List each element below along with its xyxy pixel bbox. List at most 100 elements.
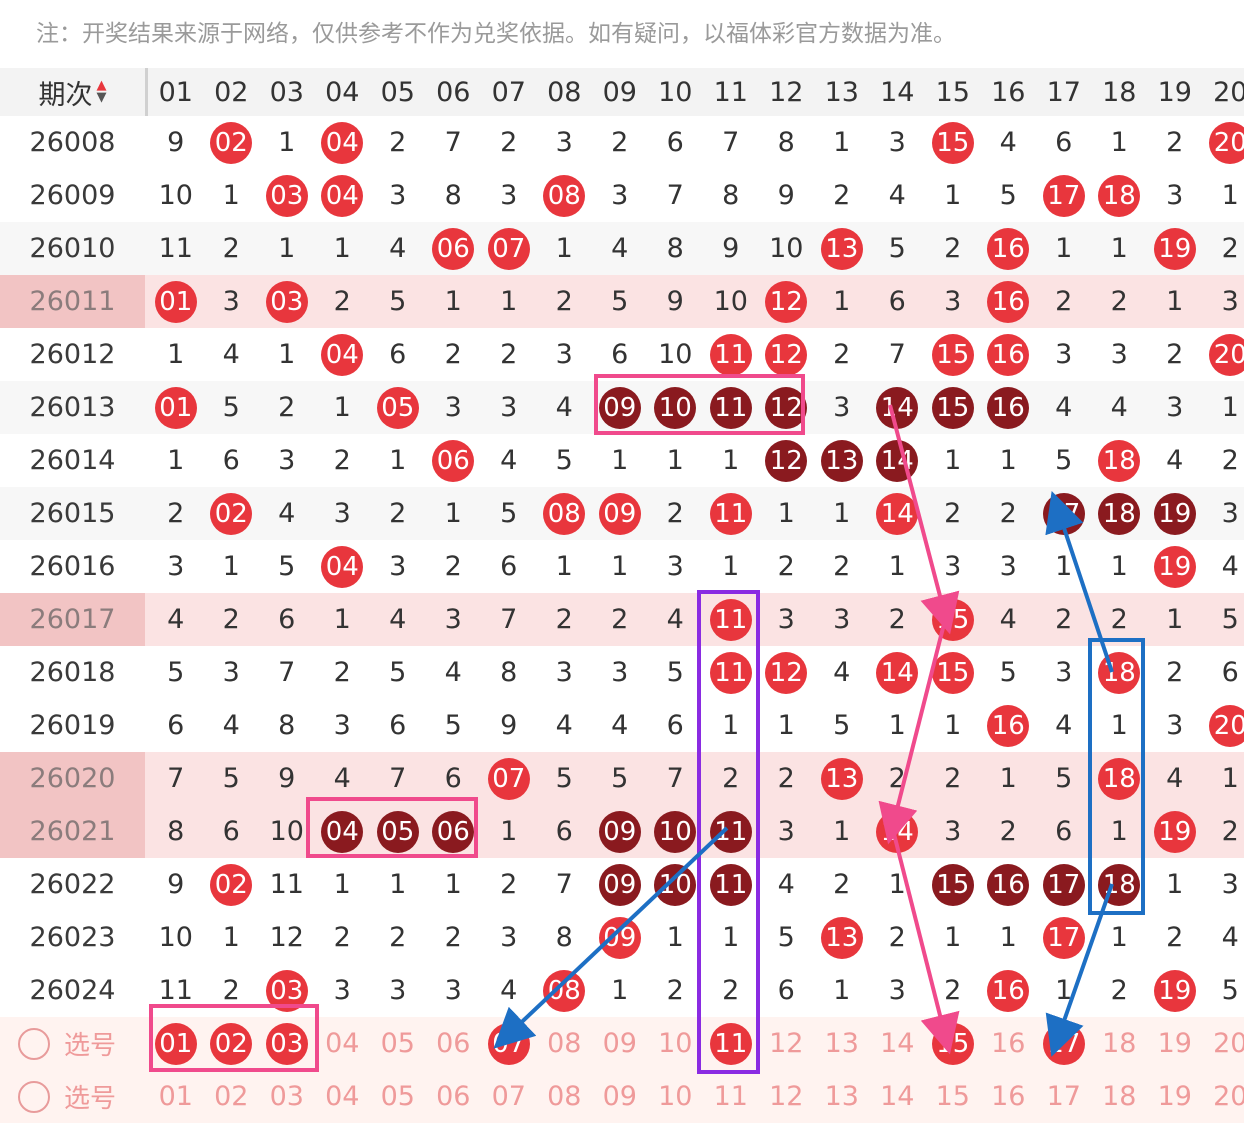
drawn-number-ball: 16 [987,864,1029,906]
number-cell[interactable]: 15 [925,1017,981,1070]
number-cell[interactable]: 18 [1092,1070,1148,1123]
number-cell: 7 [648,752,704,805]
number-cell: 2 [315,646,371,699]
period-number: 26008 [0,116,145,169]
period-sort-header[interactable]: 期次 ▲ ▼ [0,68,145,116]
select-row-label[interactable]: 选号 [0,1070,145,1123]
number-cell: 2 [481,858,537,911]
number-cell[interactable]: 20 [1203,1017,1244,1070]
drawn-number-ball[interactable]: 11 [710,1023,752,1065]
number-cell[interactable]: 16 [981,1017,1037,1070]
number-cell[interactable]: 02 [204,1070,260,1123]
number-cell[interactable]: 07 [481,1070,537,1123]
number-cell[interactable]: 06 [426,1017,482,1070]
number-cell: 4 [481,964,537,1017]
number-cell: 2 [759,752,815,805]
number-cell[interactable]: 09 [592,1017,648,1070]
number-cell: 5 [370,646,426,699]
select-row-label[interactable]: 选号 [0,1017,145,1070]
number-cell[interactable]: 14 [870,1017,926,1070]
number-cell: 4 [814,646,870,699]
sort-toggle-icon[interactable]: ▲ ▼ [97,80,107,104]
number-cell[interactable]: 16 [981,1070,1037,1123]
radio-circle-icon[interactable] [18,1081,50,1113]
number-cell: 1 [592,434,648,487]
number-cell: 2 [925,752,981,805]
column-header-13: 13 [814,68,870,116]
number-cell[interactable]: 17 [1036,1070,1092,1123]
number-cell[interactable]: 07 [481,1017,537,1070]
drawn-number-ball[interactable]: 02 [210,1023,252,1065]
number-cell[interactable]: 03 [259,1070,315,1123]
number-cell[interactable]: 01 [148,1070,204,1123]
drawn-number-ball: 17 [1043,175,1085,217]
number-cell[interactable]: 05 [370,1070,426,1123]
number-cell[interactable]: 19 [1147,1017,1203,1070]
drawn-number-ball: 04 [321,546,363,588]
number-cell[interactable]: 11 [703,1017,759,1070]
number-cell: 2 [648,487,704,540]
drawn-number-ball: 18 [1098,758,1140,800]
number-cell[interactable]: 10 [648,1017,704,1070]
number-cell: 09 [592,487,648,540]
number-cell[interactable]: 03 [259,1017,315,1070]
number-cell[interactable]: 04 [315,1017,371,1070]
number-cell[interactable]: 02 [204,1017,260,1070]
number-cell: 13 [814,911,870,964]
number-cell[interactable]: 14 [870,1070,926,1123]
number-cell: 03 [259,169,315,222]
number-cell[interactable]: 08 [537,1017,593,1070]
number-cell[interactable]: 13 [814,1070,870,1123]
number-cell[interactable]: 09 [592,1070,648,1123]
column-header-16: 16 [981,68,1037,116]
number-cell[interactable]: 20 [1203,1070,1244,1123]
drawn-number-ball: 11 [710,334,752,376]
number-cell[interactable]: 06 [426,1070,482,1123]
period-number: 26010 [0,222,145,275]
drawn-number-ball: 14 [876,493,918,535]
number-cell[interactable]: 08 [537,1070,593,1123]
drawn-number-ball[interactable]: 17 [1043,1023,1085,1065]
number-cell: 1 [925,434,981,487]
number-cell[interactable]: 10 [648,1070,704,1123]
drawn-number-ball[interactable]: 15 [932,1023,974,1065]
number-cell[interactable]: 19 [1147,1070,1203,1123]
number-cell[interactable]: 12 [759,1070,815,1123]
number-cell: 1 [204,169,260,222]
number-cell: 5 [148,646,204,699]
column-header-01: 01 [148,68,204,116]
drawn-number-ball: 16 [987,387,1029,429]
period-number: 26018 [0,646,145,699]
number-cell[interactable]: 18 [1092,1017,1148,1070]
number-cell[interactable]: 04 [315,1070,371,1123]
radio-circle-icon[interactable] [18,1028,50,1060]
number-cell: 8 [703,169,759,222]
number-cell[interactable]: 17 [1036,1017,1092,1070]
drawn-number-ball: 17 [1043,493,1085,535]
period-number: 26014 [0,434,145,487]
number-cell: 2 [426,540,482,593]
number-cell: 1 [481,805,537,858]
number-cell: 3 [148,540,204,593]
number-cell: 6 [204,805,260,858]
number-cell[interactable]: 11 [703,1070,759,1123]
number-cell: 16 [981,964,1037,1017]
number-cell[interactable]: 01 [148,1017,204,1070]
drawn-number-ball: 11 [710,864,752,906]
number-cell: 3 [370,964,426,1017]
drawn-number-ball[interactable]: 07 [488,1023,530,1065]
number-cell: 18 [1092,169,1148,222]
number-cell: 1 [759,487,815,540]
number-cell: 2 [370,487,426,540]
number-cell[interactable]: 15 [925,1070,981,1123]
drawn-number-ball[interactable]: 01 [155,1023,197,1065]
number-cell[interactable]: 12 [759,1017,815,1070]
number-cell: 9 [759,169,815,222]
period-number: 26019 [0,699,145,752]
drawn-number-ball[interactable]: 03 [266,1023,308,1065]
drawn-number-ball: 19 [1154,493,1196,535]
number-cell[interactable]: 13 [814,1017,870,1070]
number-cell[interactable]: 05 [370,1017,426,1070]
